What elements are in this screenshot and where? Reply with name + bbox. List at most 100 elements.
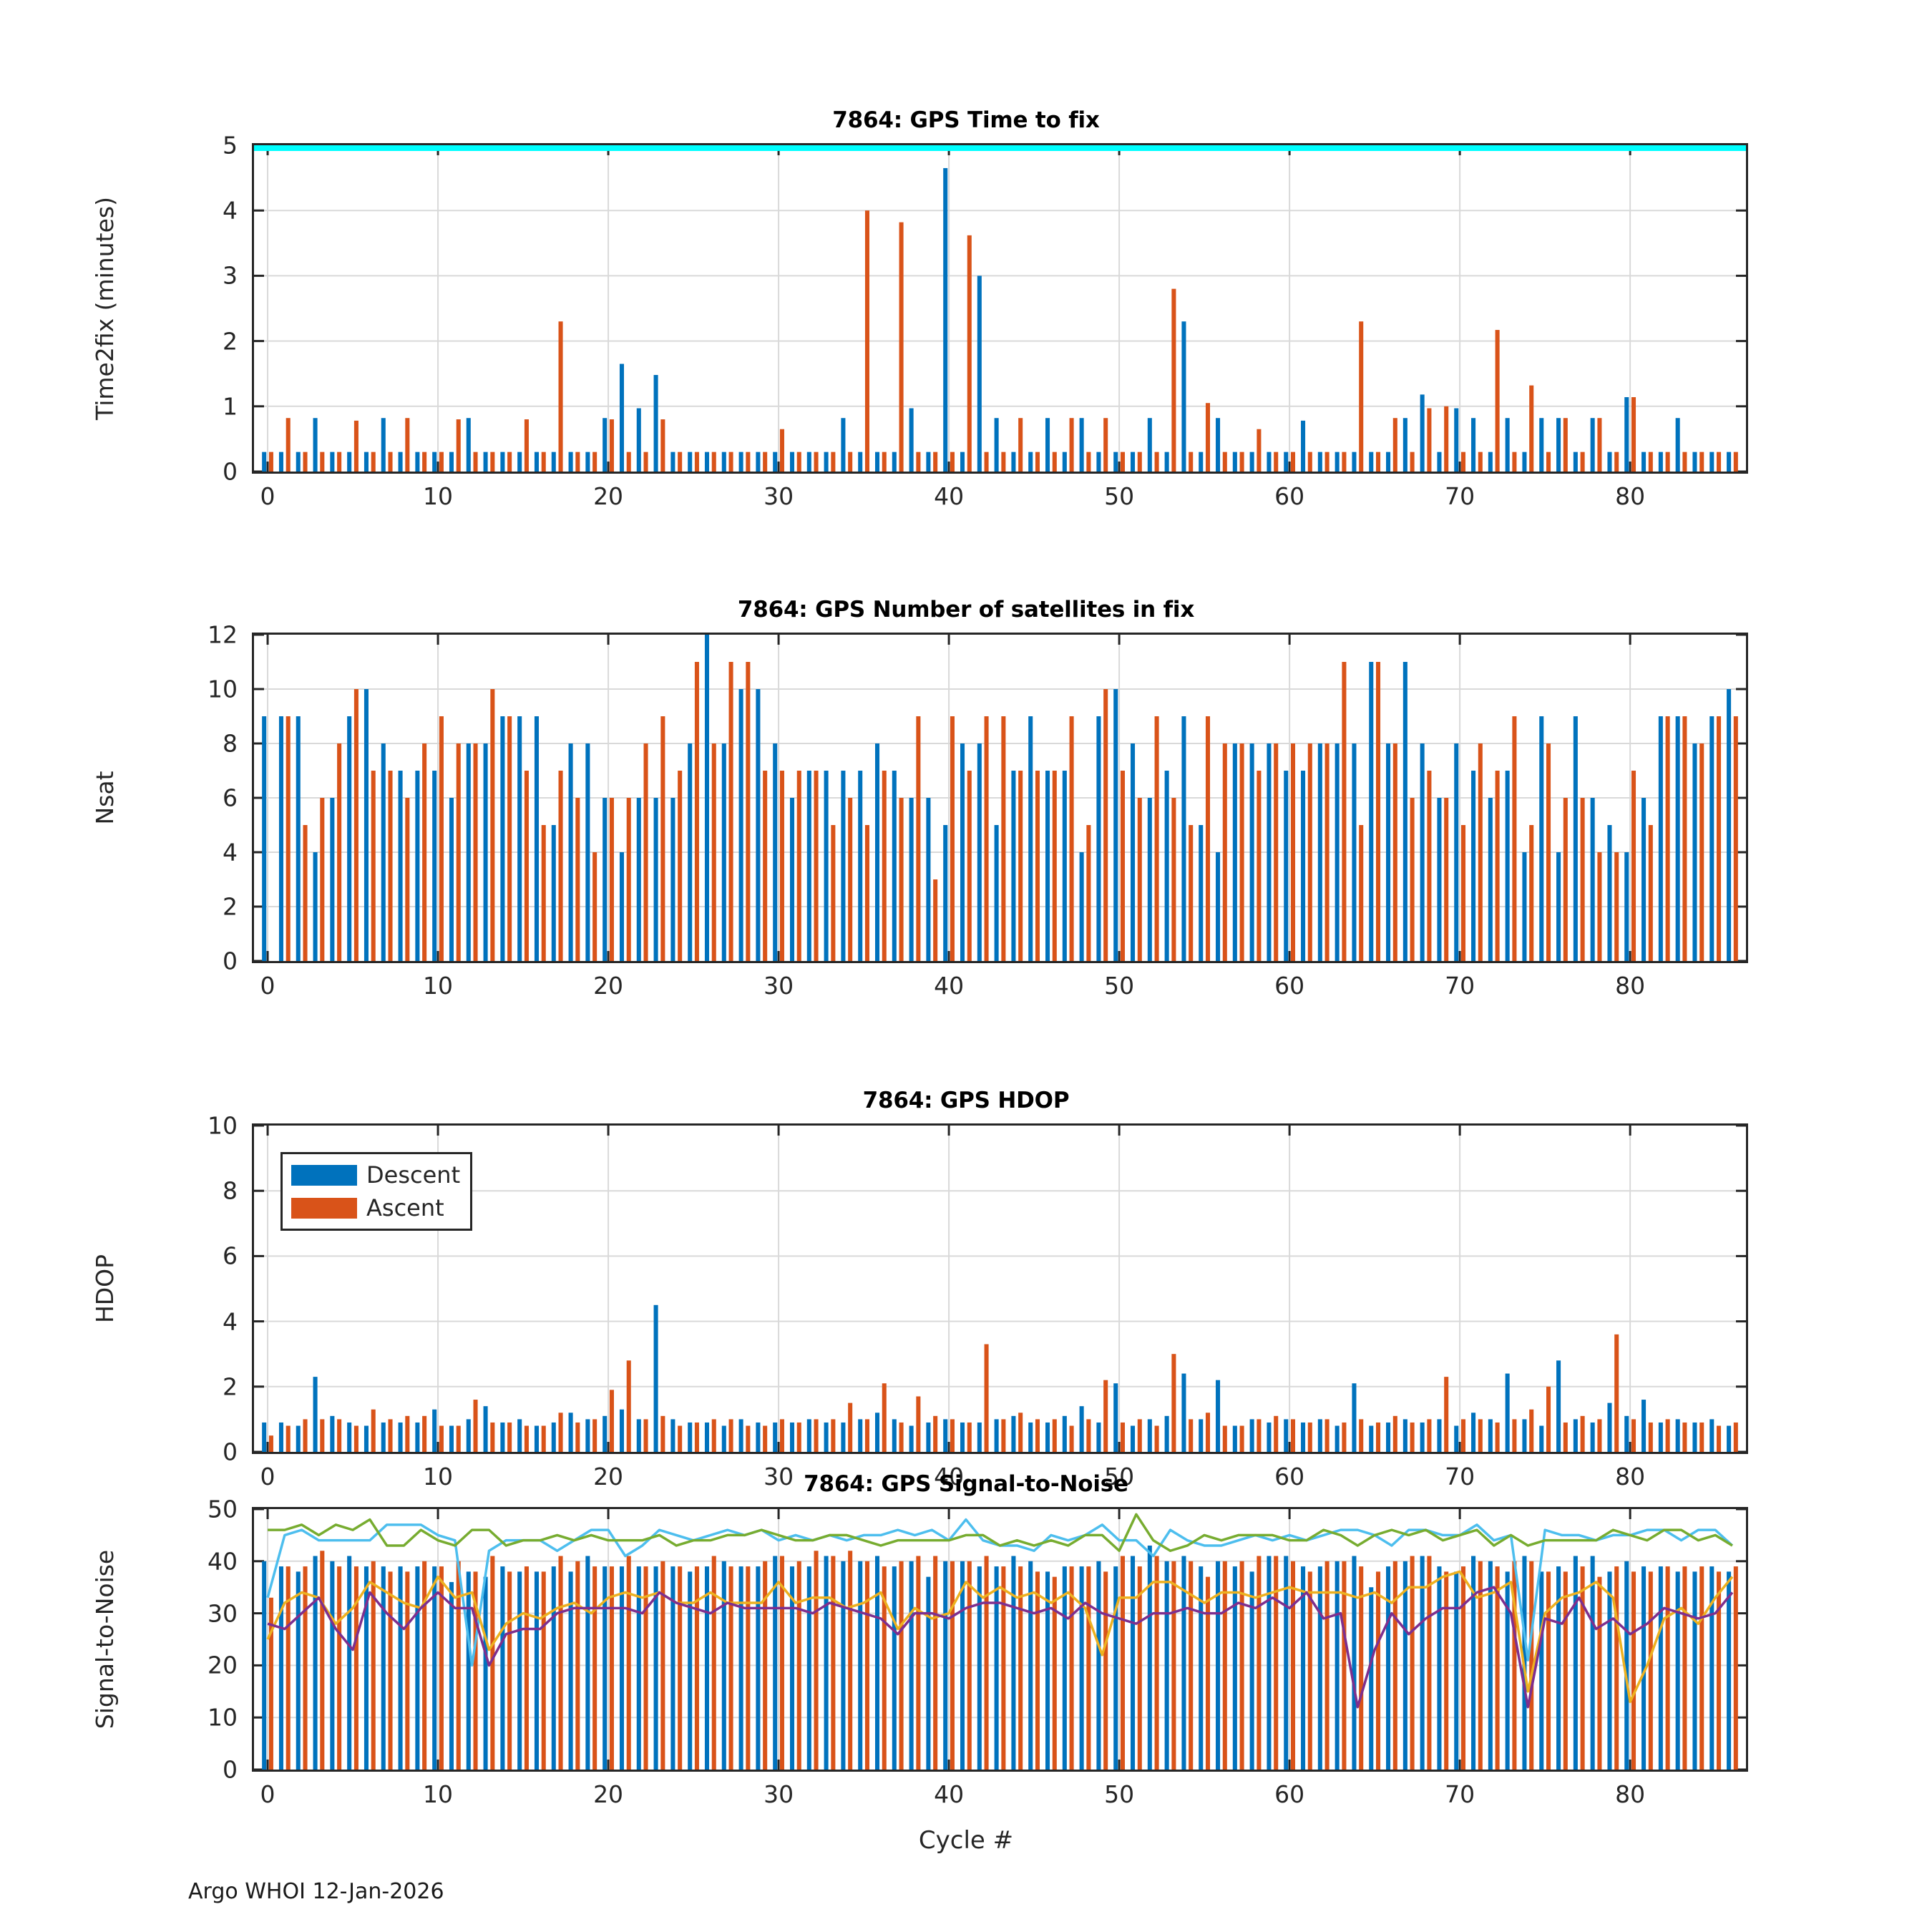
bar xyxy=(916,1556,921,1770)
plot-area-hdop xyxy=(252,1123,1748,1454)
plot-area-nsat xyxy=(252,633,1748,963)
bar xyxy=(313,852,318,961)
bar xyxy=(1113,1566,1118,1770)
bar xyxy=(1478,452,1483,472)
bar xyxy=(1427,771,1432,961)
bar xyxy=(500,452,505,472)
bar xyxy=(1454,1571,1459,1770)
bar xyxy=(1614,1334,1619,1452)
bar xyxy=(711,743,716,961)
bar xyxy=(1699,743,1704,961)
bar xyxy=(1232,1425,1237,1452)
bar xyxy=(1573,716,1578,961)
bar xyxy=(909,798,914,961)
bar xyxy=(353,420,358,472)
bar xyxy=(1699,1566,1704,1770)
bar xyxy=(1597,1419,1602,1452)
ytick-label: 10 xyxy=(208,1703,238,1732)
bar xyxy=(789,1566,795,1770)
xtick-label: 20 xyxy=(593,1780,624,1808)
bar xyxy=(1717,716,1722,961)
bar xyxy=(1512,716,1517,961)
bar xyxy=(984,452,989,472)
bar xyxy=(892,1419,897,1452)
bar xyxy=(1512,452,1517,472)
bar xyxy=(371,771,376,961)
bar xyxy=(1709,1566,1714,1770)
bar xyxy=(1505,771,1510,961)
bar xyxy=(670,452,675,472)
bar xyxy=(977,275,982,472)
bar xyxy=(466,418,471,472)
bar xyxy=(1154,1556,1159,1770)
bar xyxy=(575,1561,580,1770)
bar xyxy=(711,1556,716,1770)
y-axis-label-hdop: HDOP xyxy=(91,1254,119,1324)
bar xyxy=(1267,743,1272,961)
bar xyxy=(1232,452,1237,472)
bar xyxy=(653,1566,658,1770)
bar xyxy=(575,452,580,472)
bar xyxy=(1290,452,1296,472)
bar xyxy=(1011,1556,1016,1770)
bar xyxy=(517,716,522,961)
xtick-label: 0 xyxy=(260,1463,275,1491)
bar xyxy=(678,771,683,961)
xtick-label: 40 xyxy=(934,972,965,1000)
bar xyxy=(1641,452,1646,472)
bar xyxy=(1284,771,1289,961)
bar xyxy=(1181,1556,1186,1770)
bar xyxy=(660,1415,665,1452)
bar xyxy=(1205,403,1211,472)
bar xyxy=(874,452,880,472)
bar xyxy=(694,452,699,472)
bar xyxy=(1454,408,1459,472)
snr-line xyxy=(266,1570,1734,1704)
bar xyxy=(1556,418,1561,472)
bar xyxy=(1317,1566,1322,1770)
bar xyxy=(943,1419,948,1452)
bar xyxy=(1692,1422,1697,1452)
bar xyxy=(347,1556,352,1770)
bar xyxy=(858,1561,863,1770)
bar xyxy=(950,452,955,472)
bar xyxy=(1590,1422,1595,1452)
ytick-label: 0 xyxy=(223,1438,238,1466)
bar xyxy=(688,1571,693,1770)
bar xyxy=(1727,689,1732,961)
bar xyxy=(353,1425,358,1452)
bar xyxy=(1069,716,1074,961)
bar xyxy=(483,1576,488,1770)
bar xyxy=(1648,1422,1653,1452)
bar xyxy=(1460,452,1466,472)
plot-canvas-time-to-fix xyxy=(254,145,1746,472)
bar xyxy=(841,1422,846,1452)
bar xyxy=(1086,1419,1091,1452)
bar xyxy=(415,1566,420,1770)
bar xyxy=(892,771,897,961)
bar xyxy=(688,452,693,472)
bar xyxy=(1665,452,1670,472)
bar xyxy=(1181,1373,1186,1452)
bar xyxy=(1437,798,1442,961)
bar xyxy=(1392,1415,1397,1452)
bar xyxy=(1529,1409,1534,1452)
bar xyxy=(1120,452,1126,472)
bar xyxy=(1239,1561,1244,1770)
bar xyxy=(626,452,631,472)
bar xyxy=(1675,418,1680,472)
bar xyxy=(353,1566,358,1770)
bar xyxy=(943,825,948,961)
bar xyxy=(1539,1425,1544,1452)
bar xyxy=(1171,1354,1176,1452)
bar xyxy=(711,452,716,472)
bar xyxy=(1692,452,1697,472)
bar xyxy=(1239,452,1244,472)
bar xyxy=(500,1566,505,1770)
ytick-label: 6 xyxy=(223,784,238,812)
bar xyxy=(1267,1556,1272,1770)
bar xyxy=(943,1561,948,1770)
bar xyxy=(977,1422,982,1452)
bar xyxy=(296,1571,301,1770)
